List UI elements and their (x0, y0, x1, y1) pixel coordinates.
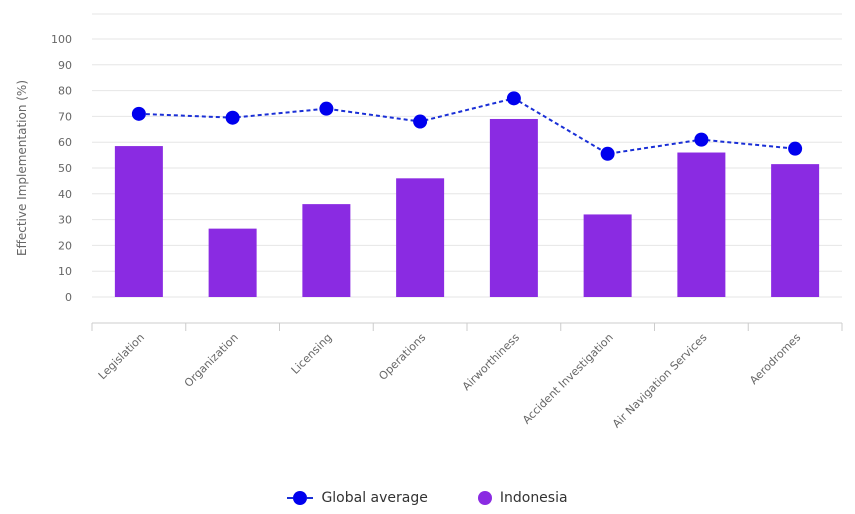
point-organization[interactable] (225, 110, 240, 125)
grid-lines (92, 13, 842, 298)
legend: Global average Indonesia (0, 490, 855, 506)
point-legislation[interactable] (131, 106, 146, 121)
point-operations[interactable] (413, 114, 428, 129)
point-aerodromes[interactable] (788, 141, 803, 156)
bar-licensing[interactable] (302, 204, 351, 297)
y-axis-label: Effective Implementation (%) (15, 80, 29, 256)
x-tick-label: Organization (182, 331, 241, 390)
legend-symbol-line (287, 491, 314, 505)
bar-air-navigation-services[interactable] (677, 152, 726, 297)
point-accident-investigation[interactable] (600, 146, 615, 161)
bar-series (114, 118, 820, 297)
y-tick-label: 0 (65, 291, 72, 304)
global-average-line (138, 97, 796, 155)
line-series (131, 91, 803, 161)
x-tick-label: Licensing (289, 331, 335, 377)
y-tick-label: 80 (58, 85, 72, 98)
x-tick-label: Legislation (96, 331, 147, 382)
y-tick-label: 30 (58, 214, 72, 227)
point-airworthiness[interactable] (506, 91, 521, 106)
x-tick-label: Airworthiness (460, 331, 522, 393)
x-axis-categories: Legislation Organization Licensing Operatio… (96, 331, 804, 431)
y-axis-ticks: 0 10 20 30 40 50 60 70 80 90 100 (51, 33, 72, 304)
y-tick-label: 60 (58, 136, 72, 149)
legend-label-global-average: Global average (321, 490, 428, 506)
legend-item-global-average[interactable]: Global average (287, 490, 428, 506)
y-tick-label: 100 (51, 33, 72, 46)
x-tick-label: Accident Investigation (520, 331, 616, 427)
bar-aerodromes[interactable] (771, 164, 820, 297)
point-licensing[interactable] (319, 101, 334, 116)
x-tick-label: Operations (376, 331, 428, 383)
y-tick-label: 10 (58, 265, 72, 278)
bar-airworthiness[interactable] (489, 118, 538, 297)
chart: 0 10 20 30 40 50 60 70 80 90 100 Effective Impleme… (15, 13, 843, 431)
y-tick-label: 50 (58, 162, 72, 175)
legend-label-indonesia: Indonesia (499, 490, 568, 506)
y-tick-label: 20 (58, 239, 72, 252)
legend-symbol-bar (477, 491, 492, 505)
bar-legislation[interactable] (114, 146, 163, 297)
bar-organization[interactable] (208, 228, 257, 297)
x-tick-label: Aerodromes (747, 331, 803, 387)
bar-accident-investigation[interactable] (583, 214, 632, 297)
x-tick-label: Air Navigation Services (610, 331, 710, 431)
y-tick-label: 70 (58, 110, 72, 123)
legend-item-indonesia[interactable]: Indonesia (477, 490, 568, 506)
y-tick-label: 40 (58, 188, 72, 201)
bar-operations[interactable] (396, 178, 445, 297)
x-axis (91, 322, 843, 331)
point-air-navigation-services[interactable] (694, 132, 709, 147)
y-tick-label: 90 (58, 59, 72, 72)
